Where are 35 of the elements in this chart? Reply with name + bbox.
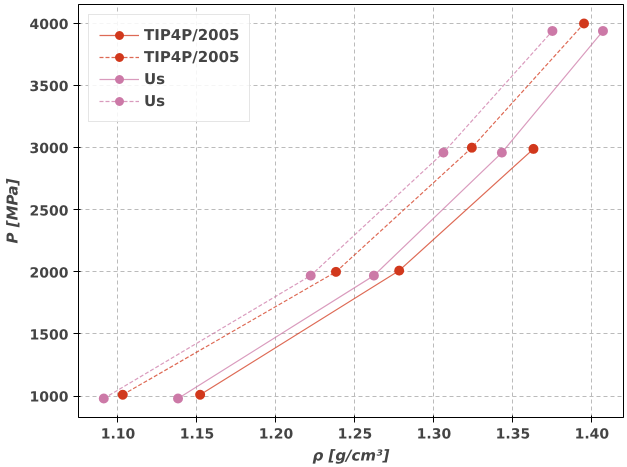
point [598, 26, 608, 36]
point [466, 142, 477, 153]
y-tick-label: 3500 [30, 79, 69, 96]
point [118, 390, 128, 400]
point [528, 144, 538, 154]
point [173, 394, 184, 404]
x-tick-label: 1.10 [100, 426, 136, 442]
x-tick-label: 1.25 [338, 426, 372, 442]
y-tick-label: 1500 [30, 327, 69, 344]
x-axis-title: ρ [g/cm³] [312, 446, 390, 464]
point [579, 18, 590, 28]
point [306, 270, 316, 281]
y-tick-label: 3000 [30, 141, 69, 158]
point [547, 26, 558, 36]
y-tick-label: 2500 [30, 203, 69, 220]
point [368, 270, 379, 281]
y-axis-title: P [MPa] [4, 178, 22, 244]
x-tick-label: 1.40 [574, 426, 610, 442]
legend-label: TIP4P/2005 [144, 26, 240, 44]
y-tick-label: 4000 [30, 17, 69, 33]
legend-label: Us [144, 70, 166, 88]
point [98, 394, 109, 404]
point [330, 266, 341, 277]
legend-label: Us [144, 92, 166, 110]
x-tick-label: 1.30 [416, 426, 452, 442]
point [438, 148, 448, 158]
y-tick-label: 2000 [30, 265, 69, 282]
legend-label: TIP4P/2005 [144, 48, 240, 66]
point [496, 148, 507, 158]
x-tick-label: 1.15 [180, 426, 214, 442]
x-tick-label: 1.20 [258, 426, 294, 442]
x-tick-label: 1.35 [496, 426, 530, 442]
point [394, 266, 404, 276]
y-tick-label: 1000 [30, 390, 69, 406]
point [195, 390, 206, 400]
